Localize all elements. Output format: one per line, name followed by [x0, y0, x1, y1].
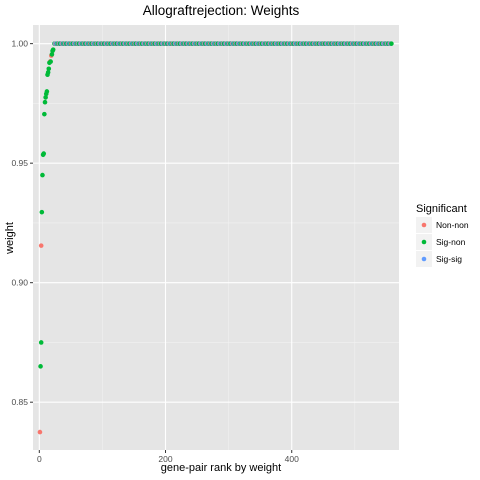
legend-title: Significant [416, 203, 467, 215]
x-tick-label: 0 [37, 454, 42, 464]
legend-entries: Non-non Sig-non Sig-sig [416, 217, 469, 267]
legend-key-dot [422, 223, 427, 228]
legend-label: Sig-sig [436, 254, 462, 264]
data-point-sig-non [41, 151, 46, 156]
legend-label: Non-non [436, 220, 469, 230]
data-point-sig-non [40, 173, 45, 178]
y-tick-label: 0.95 [11, 158, 28, 168]
data-point-non-non [39, 243, 44, 248]
y-axis-title: weight [4, 222, 16, 255]
chart-title: Allograftrejection: Weights [143, 3, 300, 18]
plot-panel [33, 25, 399, 450]
data-point-sig-non [43, 100, 48, 105]
data-point-sig-non [48, 59, 53, 64]
data-point-sig-non [45, 89, 50, 94]
data-point-non-non [38, 430, 43, 435]
data-point-sig-non [40, 210, 45, 215]
y-tick-label: 0.90 [11, 278, 28, 288]
data-point-sig-non [39, 340, 44, 345]
legend-label: Sig-non [436, 237, 466, 247]
legend-key-dot [422, 240, 427, 245]
legend-key-dot [422, 257, 427, 262]
data-point-sig-non [389, 41, 394, 46]
x-axis-title: gene-pair rank by weight [161, 462, 281, 474]
data-point-sig-non [51, 47, 56, 52]
legend: Significant Non-non Sig-non Sig-sig [416, 203, 469, 267]
data-point-sig-non [46, 66, 51, 71]
y-tick-label: 1.00 [11, 39, 28, 49]
x-tick-label: 400 [285, 454, 299, 464]
data-point-sig-non [42, 112, 47, 117]
y-tick-label: 0.85 [11, 397, 28, 407]
data-point-sig-non [38, 364, 43, 369]
